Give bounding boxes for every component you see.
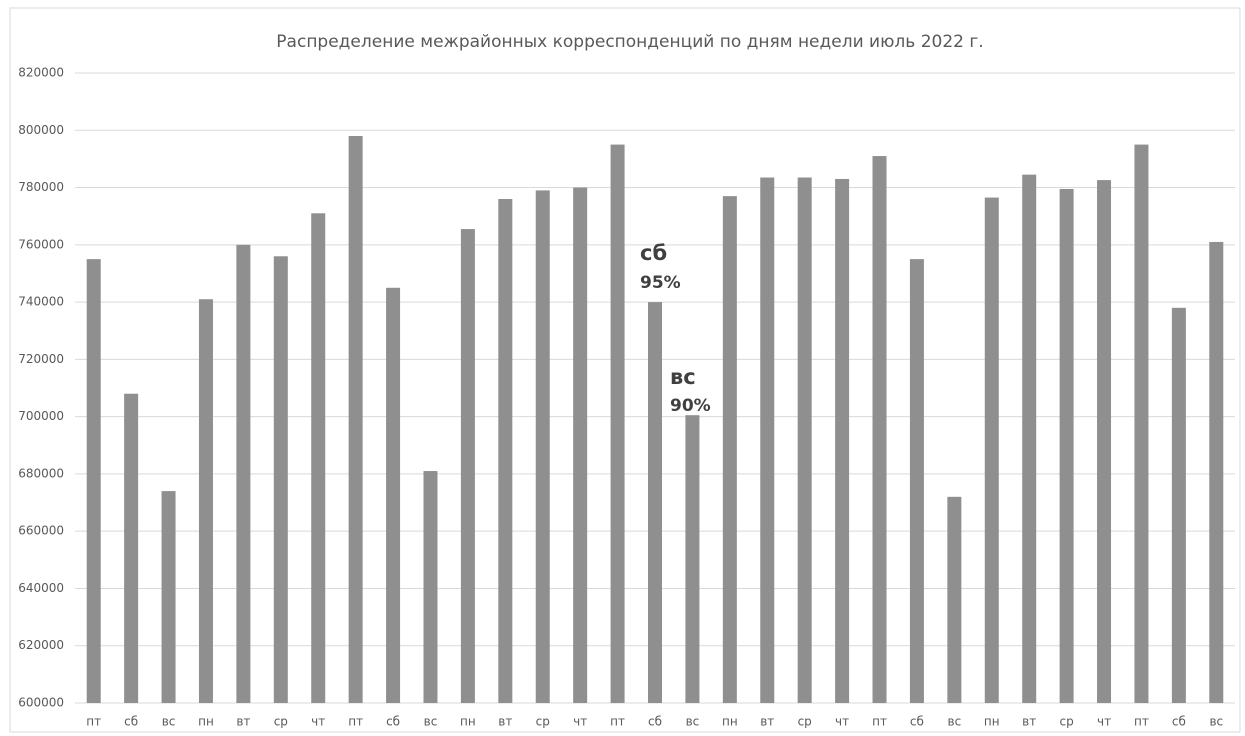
y-tick-label: 660000 [18, 524, 64, 538]
x-tick-label: пн [984, 715, 1000, 729]
bar [984, 197, 999, 703]
bar [1171, 307, 1186, 703]
bar [311, 213, 326, 703]
x-tick-label: вт [1022, 715, 1036, 729]
y-tick-label: 760000 [18, 237, 64, 251]
x-tick-label: вс [1209, 715, 1223, 729]
y-tick-label: 600000 [18, 696, 64, 710]
x-tick-label: пт [1134, 715, 1149, 729]
bar [685, 415, 700, 703]
bar [1209, 241, 1224, 704]
x-tick-label: ср [536, 715, 550, 729]
x-tick-label: вс [162, 715, 176, 729]
x-tick-label: сб [386, 715, 400, 729]
bar [1097, 180, 1112, 704]
bar [797, 177, 812, 704]
x-tick-label: пт [348, 715, 363, 729]
bar [423, 471, 438, 703]
bar [460, 229, 475, 703]
bar [1134, 144, 1149, 703]
bar [348, 136, 363, 703]
x-tick-label: сб [910, 715, 924, 729]
bar [872, 156, 887, 703]
x-tick-label: сб [124, 715, 138, 729]
x-tick-label: чт [835, 715, 849, 729]
x-tick-label: ср [274, 715, 288, 729]
x-tick-label: пн [722, 715, 738, 729]
chart-border [9, 7, 1241, 733]
y-tick-label: 640000 [18, 581, 64, 595]
bar [722, 196, 737, 704]
y-tick-label: 700000 [18, 409, 64, 423]
x-tick-label: вт [760, 715, 774, 729]
x-tick-label: чт [311, 715, 325, 729]
bar [648, 302, 662, 703]
bar [1022, 174, 1037, 704]
y-tick-label: 740000 [18, 295, 64, 309]
bar [498, 199, 513, 703]
y-tick-label: 800000 [18, 123, 64, 137]
chart-title: Распределение межрайонных корреспонденци… [276, 32, 983, 52]
x-tick-label: ср [1060, 715, 1074, 729]
x-tick-label: сб [1172, 715, 1186, 729]
bar [610, 144, 625, 703]
bar [198, 299, 213, 703]
bar [86, 259, 101, 703]
y-tick-label: 780000 [18, 180, 64, 194]
bar [386, 287, 401, 703]
x-tick-label: вт [236, 715, 250, 729]
bar [124, 393, 139, 703]
annotation-day: вс [670, 365, 696, 389]
annotation-share: 90% [670, 396, 711, 416]
y-tick-label: 820000 [18, 66, 64, 80]
bar [236, 244, 251, 703]
bar [835, 178, 850, 704]
x-tick-label: пн [198, 715, 214, 729]
bar [573, 187, 588, 703]
x-tick-label: вс [686, 715, 700, 729]
annotation-share: 95% [640, 273, 681, 293]
x-tick-label: пн [460, 715, 476, 729]
bar [947, 496, 962, 703]
bar [161, 491, 176, 703]
bar [273, 256, 288, 703]
x-tick-label: пт [86, 715, 101, 729]
x-tick-label: пт [872, 715, 887, 729]
x-tick-label: чт [1097, 715, 1111, 729]
y-tick-label: 720000 [18, 352, 64, 366]
bar [909, 259, 924, 703]
x-tick-label: пт [610, 715, 625, 729]
bar [1059, 188, 1074, 703]
x-tick-label: ср [798, 715, 812, 729]
y-tick-label: 620000 [18, 638, 64, 652]
y-tick-label: 680000 [18, 466, 64, 480]
bar [760, 177, 775, 704]
x-tick-label: вс [948, 715, 962, 729]
x-tick-label: чт [573, 715, 587, 729]
x-tick-label: сб [648, 715, 662, 729]
x-tick-label: вс [424, 715, 438, 729]
x-tick-label: вт [498, 715, 512, 729]
annotation-day: сб [640, 241, 667, 265]
bar [535, 190, 550, 704]
